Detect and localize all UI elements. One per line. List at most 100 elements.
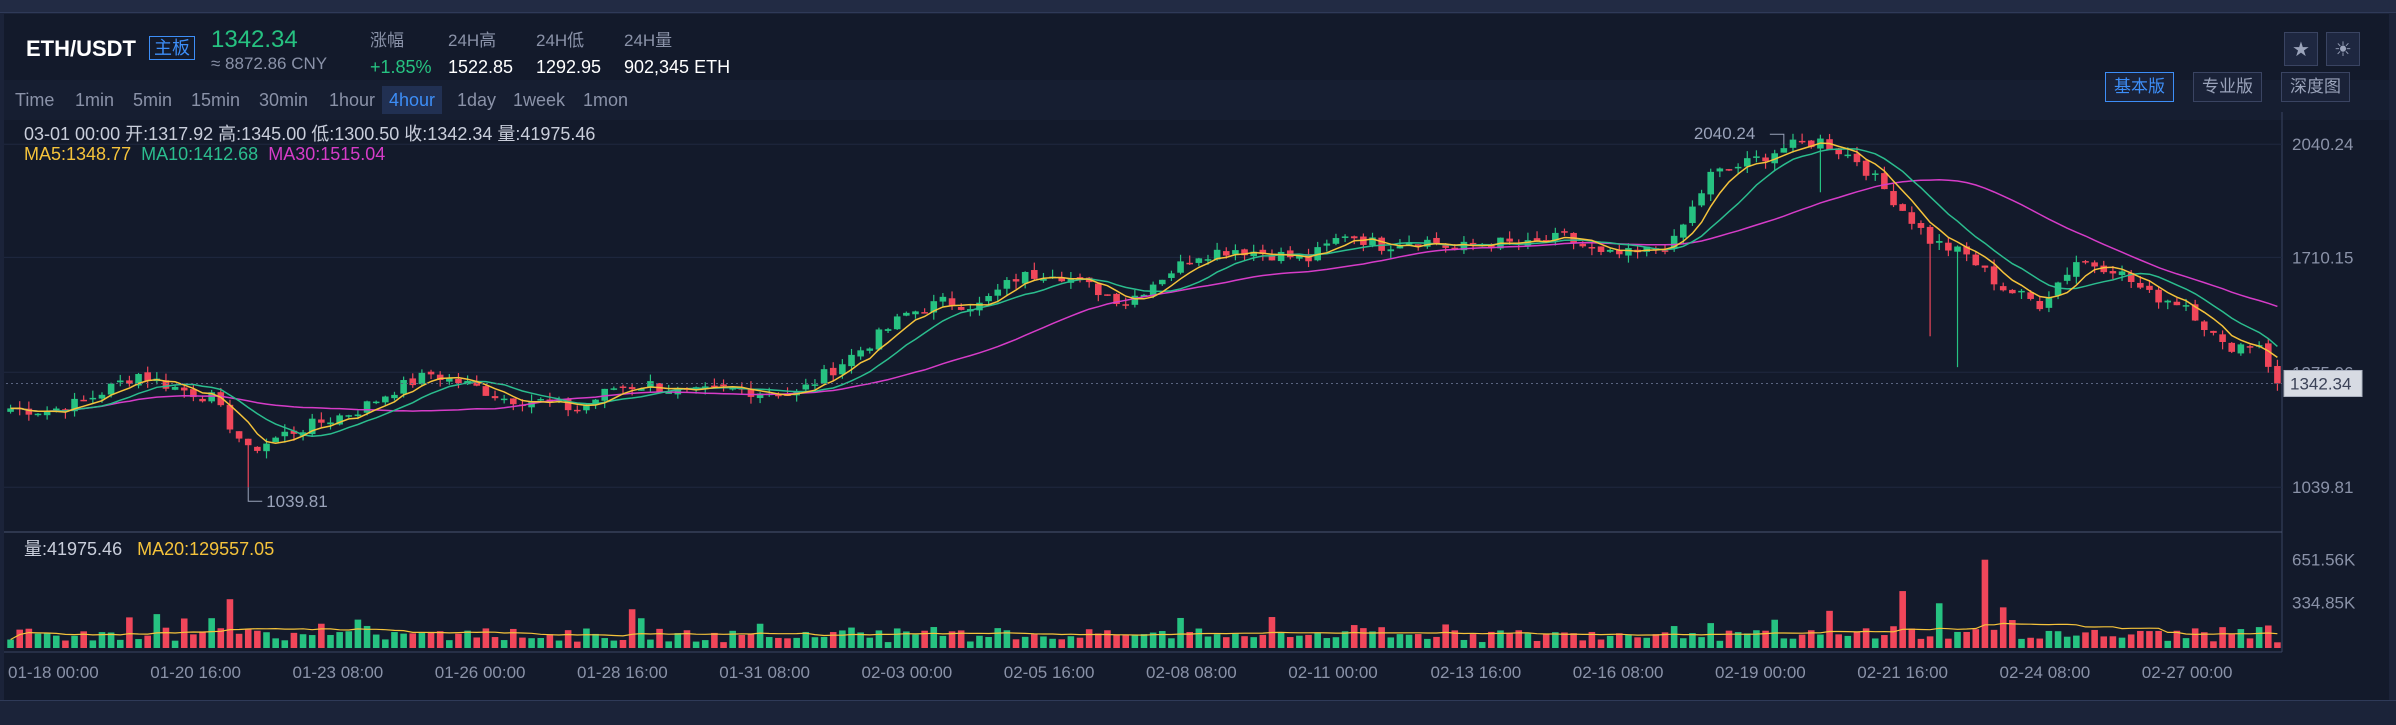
stat-volume: 24H量 902,345 ETH: [624, 31, 731, 77]
volume-bar: [1954, 631, 1961, 648]
view-basic-button[interactable]: 基本版: [2105, 72, 2174, 102]
volume-bar: [2045, 630, 2053, 648]
period-1hour[interactable]: 1hour: [329, 90, 376, 110]
candle-body: [2073, 262, 2080, 277]
candle-body: [116, 380, 124, 383]
volume-bar: [2063, 636, 2071, 648]
volume-bar: [409, 633, 417, 648]
volume-bar: [2255, 627, 2263, 648]
volume-bar: [939, 635, 947, 648]
candle-body: [135, 374, 142, 386]
volume-bar: [1012, 639, 1020, 648]
candle-body: [1350, 236, 1358, 239]
volume-bar: [1606, 635, 1614, 648]
candle-body: [2246, 346, 2254, 348]
period-1mon[interactable]: 1mon: [583, 90, 629, 110]
volume-bar: [1570, 633, 1577, 648]
candle-body: [1387, 249, 1395, 252]
time-tick-label: 01-18 00:00: [8, 663, 99, 682]
volume-bar: [43, 633, 51, 648]
volume-bar: [1762, 630, 1769, 648]
volume-bar: [1643, 637, 1651, 648]
candle-body: [2100, 265, 2108, 273]
ticker-header: ETH/USDT 主板 1342.34 ≈ 8872.86 CNY 涨幅 +1.…: [4, 14, 2389, 80]
candle-body: [391, 394, 398, 399]
candle-body: [665, 392, 672, 394]
candle-body: [1442, 245, 1449, 248]
volume-bar: [967, 641, 974, 648]
volume-bar: [1497, 630, 1504, 648]
volume-bar: [2018, 638, 2025, 648]
stat-high: 24H高 1522.85: [448, 31, 514, 77]
volume-bar: [1707, 623, 1715, 648]
candle-body: [290, 430, 298, 434]
candle-body: [1689, 206, 1696, 224]
candle-body: [1369, 237, 1376, 246]
candle-body: [2091, 262, 2098, 267]
price-tick-label: 1710.15: [2292, 248, 2353, 267]
candle-body: [930, 301, 938, 313]
volume-bar: [811, 637, 819, 648]
volume-bar: [1862, 628, 1870, 648]
candle-body: [217, 392, 225, 406]
volume-bar: [171, 640, 179, 648]
volume-bar: [2009, 620, 2016, 648]
volume-bar: [25, 628, 33, 648]
volume-bar: [1743, 633, 1751, 648]
ma30-line: [10, 179, 2278, 413]
volume-bar: [1168, 638, 1175, 648]
candle-body: [510, 398, 517, 405]
volume-bar: [500, 640, 508, 648]
candle-body: [1899, 204, 1906, 211]
period-time[interactable]: Time: [15, 90, 55, 110]
candle-body: [1835, 148, 1842, 155]
volume-bar: [1177, 617, 1184, 648]
candle-body: [1323, 243, 1331, 246]
candle-body: [647, 381, 654, 388]
volume-bar: [427, 631, 435, 648]
volume-bar: [1780, 638, 1788, 648]
candle-body: [775, 394, 782, 397]
view-depth-button[interactable]: 深度图: [2281, 72, 2350, 102]
candle-body: [1999, 286, 2007, 291]
volume-bar: [1524, 633, 1532, 648]
candle-body: [1131, 295, 1139, 305]
sun-icon[interactable]: ☀: [2326, 32, 2360, 66]
candle-body: [299, 432, 307, 436]
candle-body: [180, 387, 188, 391]
period-30min[interactable]: 30min: [259, 90, 309, 110]
volume-bar: [601, 638, 608, 648]
volume-bar: [1085, 629, 1093, 648]
period-1day[interactable]: 1day: [457, 90, 497, 110]
candle-body: [1195, 258, 1203, 263]
candle-body: [244, 438, 252, 446]
volume-bar: [976, 635, 983, 648]
candle-body: [372, 401, 380, 404]
period-5min[interactable]: 5min: [133, 90, 173, 110]
candle-body: [1058, 277, 1066, 282]
candle-body: [1204, 259, 1212, 261]
view-pro-button[interactable]: 专业版: [2193, 72, 2262, 102]
volume-bar: [1424, 638, 1431, 648]
volume-bar: [2118, 637, 2126, 648]
candle-body: [1853, 153, 1861, 163]
candle-body: [2228, 342, 2236, 352]
volume-bar: [701, 640, 709, 648]
period-1min[interactable]: 1min: [75, 90, 115, 110]
period-1week[interactable]: 1week: [513, 90, 566, 110]
volume-bar: [738, 634, 746, 648]
period-15min[interactable]: 15min: [191, 90, 241, 110]
candle-body: [2137, 282, 2144, 288]
candle-body: [1222, 251, 1230, 256]
volume-bar: [884, 642, 892, 648]
volume-bar: [1561, 632, 1568, 648]
candle-body: [1241, 249, 1248, 256]
volume-bar: [116, 639, 124, 648]
candle-body: [601, 388, 608, 401]
period-4hour[interactable]: 4hour: [382, 86, 443, 114]
star-icon[interactable]: ★: [2284, 32, 2318, 66]
candle-body: [354, 414, 362, 417]
volume-bar: [1478, 642, 1486, 648]
volume-tick-label: 334.85K: [2292, 594, 2356, 613]
